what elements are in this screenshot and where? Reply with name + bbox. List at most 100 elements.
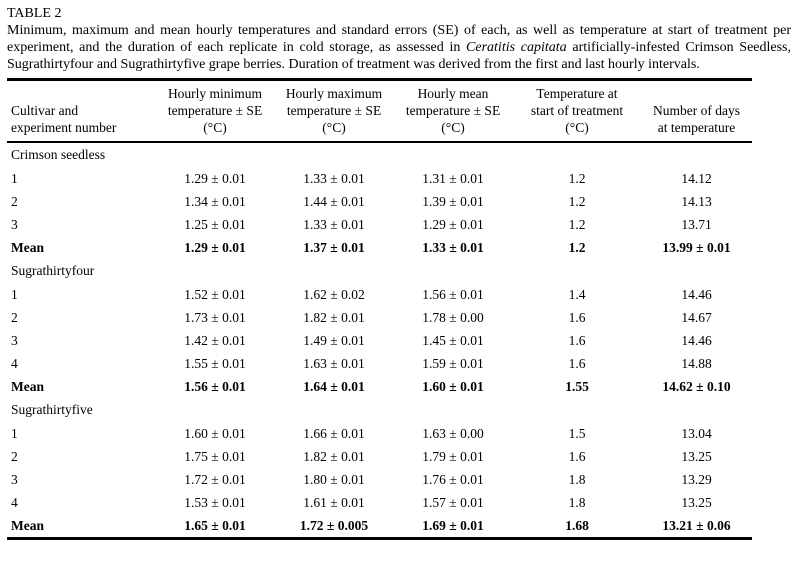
cell-hourly-min: 1.55 ± 0.01 <box>184 355 246 371</box>
table-header: Cultivar and experiment number Hourly mi… <box>7 79 752 144</box>
col-header-hourly-max: Hourly maximum temperature ± SE (°C) <box>275 79 393 144</box>
cell-hourly-min: 1.65 ± 0.01 <box>184 517 246 533</box>
cell-days: 13.29 <box>681 471 712 487</box>
cell-start-temp: 1.4 <box>568 286 586 302</box>
cell-hourly-mean: 1.63 ± 0.00 <box>422 425 484 441</box>
cell-hourly-max: 1.61 ± 0.01 <box>303 494 365 510</box>
cell-days: 14.13 <box>681 193 712 209</box>
data-row: 1 1.29 ± 0.01 1.33 ± 0.01 1.31 ± 0.01 1.2 14.… <box>7 167 752 190</box>
cell-start-temp: 1.6 <box>568 448 586 464</box>
cell-hourly-max: 1.44 ± 0.01 <box>303 193 365 209</box>
cell-hourly-min: 1.56 ± 0.01 <box>184 378 246 394</box>
data-row: 4 1.55 ± 0.01 1.63 ± 0.01 1.59 ± 0.01 1.6 14.… <box>7 352 752 375</box>
cell-experiment-number: 4 <box>11 355 18 371</box>
cell-hourly-mean: 1.60 ± 0.01 <box>422 378 484 394</box>
cell-days: 14.62 ± 0.10 <box>662 378 731 394</box>
cell-start-temp: 1.8 <box>568 471 586 487</box>
cell-start-temp: 1.68 <box>565 517 589 533</box>
cell-hourly-min: 1.73 ± 0.01 <box>184 309 246 325</box>
cell-experiment-number: 3 <box>11 332 18 348</box>
cell-hourly-mean: 1.31 ± 0.01 <box>422 170 484 186</box>
caption-text-before: Minimum, maximum and mean hourly tempera… <box>7 23 791 55</box>
cell-start-temp: 1.2 <box>568 216 586 232</box>
cell-experiment-number: 2 <box>11 309 18 325</box>
cell-hourly-mean: 1.57 ± 0.01 <box>422 494 484 510</box>
cell-experiment-number: 3 <box>11 216 18 232</box>
col-header-hourly-mean: Hourly mean temperature ± SE (°C) <box>393 79 513 144</box>
cell-days: 13.25 <box>681 448 712 464</box>
cell-experiment-number: 1 <box>11 286 18 302</box>
cell-experiment-number: Mean <box>11 517 44 533</box>
cultivar-section-row: Sugrathirtyfour <box>7 259 752 283</box>
cell-hourly-max: 1.63 ± 0.01 <box>303 355 365 371</box>
cell-hourly-min: 1.60 ± 0.01 <box>184 425 246 441</box>
cell-experiment-number: Mean <box>11 378 44 394</box>
cell-hourly-mean: 1.29 ± 0.01 <box>422 216 484 232</box>
cell-days: 14.12 <box>681 170 712 186</box>
cell-hourly-max: 1.66 ± 0.01 <box>303 425 365 441</box>
cell-hourly-max: 1.82 ± 0.01 <box>303 448 365 464</box>
cultivar-section-label: Sugrathirtyfour <box>11 263 95 279</box>
cell-hourly-mean: 1.59 ± 0.01 <box>422 355 484 371</box>
cell-hourly-mean: 1.79 ± 0.01 <box>422 448 484 464</box>
cultivar-section-label: Sugrathirtyfive <box>11 402 93 418</box>
data-row: 1 1.60 ± 0.01 1.66 ± 0.01 1.63 ± 0.00 1.5 13.… <box>7 422 752 445</box>
cell-hourly-min: 1.42 ± 0.01 <box>184 332 246 348</box>
cell-hourly-max: 1.37 ± 0.01 <box>303 239 365 255</box>
col-header-hourly-min: Hourly minimum temperature ± SE (°C) <box>155 79 275 144</box>
cell-hourly-max: 1.64 ± 0.01 <box>303 378 365 394</box>
cell-start-temp: 1.6 <box>568 309 586 325</box>
caption-species-name: Ceratitis capitata <box>466 39 567 55</box>
cell-days: 13.71 <box>681 216 712 232</box>
cell-experiment-number: 4 <box>11 494 18 510</box>
cell-experiment-number: 2 <box>11 448 18 464</box>
data-row: 1 1.52 ± 0.01 1.62 ± 0.02 1.56 ± 0.01 1.4 14.… <box>7 283 752 306</box>
cell-hourly-mean: 1.69 ± 0.01 <box>422 517 484 533</box>
cell-hourly-mean: 1.45 ± 0.01 <box>422 332 484 348</box>
mean-row: Mean 1.65 ± 0.01 1.72 ± 0.005 1.69 ± 0.01 1.… <box>7 514 752 539</box>
caption-text-after: artificially-infested Crimson Seedless, … <box>7 39 792 72</box>
cell-start-temp: 1.6 <box>568 355 586 371</box>
data-row: 3 1.72 ± 0.01 1.80 ± 0.01 1.76 ± 0.01 1.8 13.… <box>7 468 752 491</box>
cultivar-section-row: Crimson seedless <box>7 142 752 167</box>
col-header-start-temp: Temperature at start of treatment (°C) <box>513 79 641 144</box>
cell-hourly-mean: 1.39 ± 0.01 <box>422 193 484 209</box>
cell-start-temp: 1.8 <box>568 494 586 510</box>
document-page: TABLE 2 Minimum, maximum and mean hourly… <box>7 6 792 541</box>
cell-hourly-min: 1.52 ± 0.01 <box>184 286 246 302</box>
data-row: 2 1.75 ± 0.01 1.82 ± 0.01 1.79 ± 0.01 1.6 13.… <box>7 445 752 468</box>
cell-experiment-number: 1 <box>11 425 18 441</box>
cell-hourly-min: 1.75 ± 0.01 <box>184 448 246 464</box>
data-row: 2 1.73 ± 0.01 1.82 ± 0.01 1.78 ± 0.00 1.6 14.… <box>7 306 752 329</box>
cell-hourly-max: 1.72 ± 0.005 <box>299 517 369 533</box>
cultivar-section-row: Sugrathirtyfive <box>7 398 752 422</box>
cell-days: 14.88 <box>681 355 712 371</box>
cell-experiment-number: 1 <box>11 170 18 186</box>
data-row: 2 1.34 ± 0.01 1.44 ± 0.01 1.39 ± 0.01 1.2 14.… <box>7 190 752 213</box>
cell-start-temp: 1.6 <box>568 332 586 348</box>
cell-days: 14.46 <box>681 286 712 302</box>
cell-start-temp: 1.2 <box>568 239 586 255</box>
cell-start-temp: 1.55 <box>565 378 589 394</box>
col-header-days: Number of days at temperature <box>641 79 752 144</box>
cell-hourly-max: 1.33 ± 0.01 <box>303 216 365 232</box>
cell-hourly-min: 1.34 ± 0.01 <box>184 193 246 209</box>
cell-days: 14.46 <box>681 332 712 348</box>
cell-days: 13.21 ± 0.06 <box>662 517 731 533</box>
mean-row: Mean 1.56 ± 0.01 1.64 ± 0.01 1.60 ± 0.01 1.5… <box>7 375 752 398</box>
cell-hourly-mean: 1.76 ± 0.01 <box>422 471 484 487</box>
mean-row: Mean 1.29 ± 0.01 1.37 ± 0.01 1.33 ± 0.01 1.2… <box>7 236 752 259</box>
cell-hourly-min: 1.29 ± 0.01 <box>184 170 246 186</box>
cell-experiment-number: 3 <box>11 471 18 487</box>
cultivar-section-label: Crimson seedless <box>11 147 106 163</box>
cell-start-temp: 1.2 <box>568 170 586 186</box>
cell-hourly-min: 1.29 ± 0.01 <box>184 239 246 255</box>
cell-hourly-max: 1.49 ± 0.01 <box>303 332 365 348</box>
header-row: Cultivar and experiment number Hourly mi… <box>7 79 752 144</box>
table-label: TABLE 2 <box>7 6 62 21</box>
cell-experiment-number: 2 <box>11 193 18 209</box>
table-body: Crimson seedless 1 1.29 ± 0.01 1.33 ± 0.01 1… <box>7 142 752 539</box>
data-row: 3 1.42 ± 0.01 1.49 ± 0.01 1.45 ± 0.01 1.6 14.… <box>7 329 752 352</box>
cell-hourly-min: 1.25 ± 0.01 <box>184 216 246 232</box>
cell-days: 13.04 <box>681 425 712 441</box>
